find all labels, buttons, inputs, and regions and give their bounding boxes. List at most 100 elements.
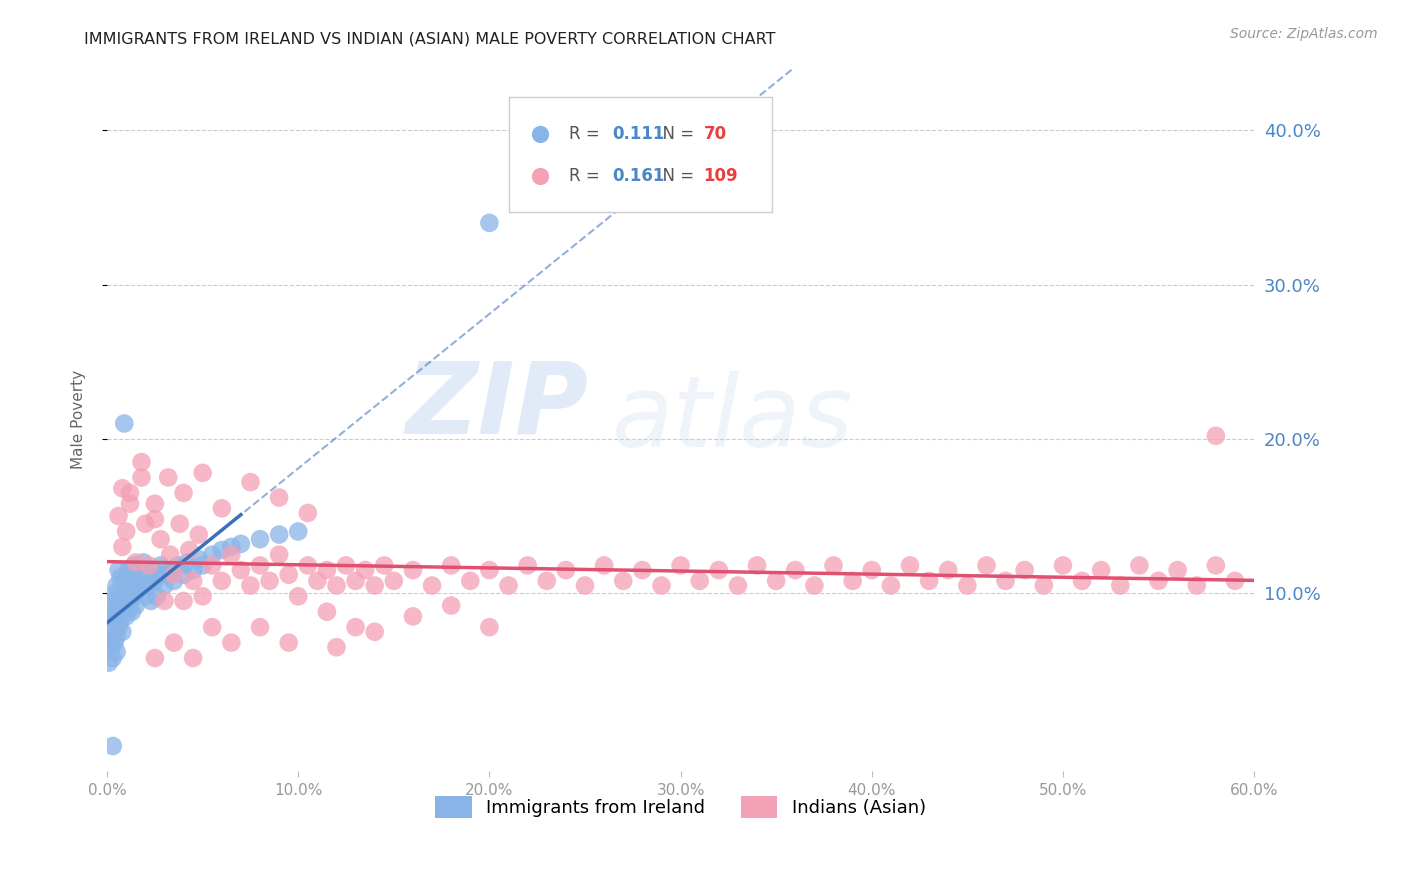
Point	[121, 605, 143, 619]
Point	[221, 548, 243, 562]
Point	[118, 578, 141, 592]
Point	[707, 563, 730, 577]
Point	[669, 558, 692, 573]
Point	[105, 629, 128, 643]
Point	[131, 578, 153, 592]
Point	[101, 624, 124, 639]
Point	[1205, 558, 1227, 573]
Text: 0.111: 0.111	[612, 125, 664, 143]
Point	[146, 590, 169, 604]
Point	[478, 216, 501, 230]
Point	[1071, 574, 1094, 588]
Point	[574, 578, 596, 592]
Point	[163, 574, 186, 588]
Point	[307, 574, 329, 588]
Y-axis label: Male Poverty: Male Poverty	[72, 370, 86, 469]
Point	[287, 524, 309, 539]
Point	[157, 567, 180, 582]
Point	[1109, 578, 1132, 592]
Point	[354, 563, 377, 577]
Point	[104, 586, 127, 600]
Point	[128, 563, 150, 577]
Legend: Immigrants from Ireland, Indians (Asian): Immigrants from Ireland, Indians (Asian)	[429, 789, 934, 825]
Point	[201, 620, 224, 634]
Point	[1223, 574, 1246, 588]
Text: R =: R =	[569, 125, 606, 143]
Point	[229, 563, 252, 577]
Point	[169, 516, 191, 531]
Point	[297, 506, 319, 520]
Point	[131, 455, 153, 469]
Point	[727, 578, 749, 592]
Point	[101, 594, 124, 608]
Point	[269, 527, 291, 541]
Point	[143, 497, 166, 511]
Point	[650, 578, 672, 592]
Point	[823, 558, 845, 573]
Point	[249, 620, 271, 634]
Point	[98, 656, 121, 670]
Point	[1052, 558, 1074, 573]
Point	[994, 574, 1017, 588]
Point	[478, 563, 501, 577]
Point	[297, 558, 319, 573]
Point	[440, 599, 463, 613]
Point	[211, 543, 233, 558]
Point	[118, 594, 141, 608]
Text: 70: 70	[703, 125, 727, 143]
Point	[316, 605, 339, 619]
Point	[134, 590, 156, 604]
Point	[191, 466, 214, 480]
Point	[107, 509, 129, 524]
Point	[115, 609, 138, 624]
Point	[176, 555, 198, 569]
Point	[841, 574, 863, 588]
Point	[153, 578, 176, 592]
Point	[110, 614, 132, 628]
Point	[149, 532, 172, 546]
Point	[382, 574, 405, 588]
Point	[132, 555, 155, 569]
Point	[402, 609, 425, 624]
Point	[249, 532, 271, 546]
Point	[153, 594, 176, 608]
Point	[98, 632, 121, 647]
Point	[936, 563, 959, 577]
Point	[803, 578, 825, 592]
Point	[118, 486, 141, 500]
Point	[316, 563, 339, 577]
Point	[516, 558, 538, 573]
Point	[125, 574, 148, 588]
Text: N =: N =	[652, 125, 699, 143]
Point	[1032, 578, 1054, 592]
Point	[125, 555, 148, 569]
Point	[478, 620, 501, 634]
Point	[111, 481, 134, 495]
Point	[159, 563, 181, 577]
Point	[107, 563, 129, 577]
Point	[1128, 558, 1150, 573]
Point	[159, 548, 181, 562]
Point	[325, 640, 347, 655]
Point	[143, 574, 166, 588]
Point	[112, 574, 135, 588]
Point	[138, 558, 160, 573]
Point	[918, 574, 941, 588]
Point	[181, 574, 204, 588]
Point	[325, 578, 347, 592]
Point	[118, 497, 141, 511]
Point	[111, 624, 134, 639]
Point	[127, 583, 149, 598]
Point	[149, 558, 172, 573]
Point	[105, 645, 128, 659]
Point	[239, 578, 262, 592]
Point	[117, 563, 139, 577]
Point	[335, 558, 357, 573]
Point	[142, 563, 165, 577]
Point	[1167, 563, 1189, 577]
Point	[104, 609, 127, 624]
Point	[221, 635, 243, 649]
Point	[498, 578, 520, 592]
Point	[745, 558, 768, 573]
Text: 109: 109	[703, 167, 738, 185]
